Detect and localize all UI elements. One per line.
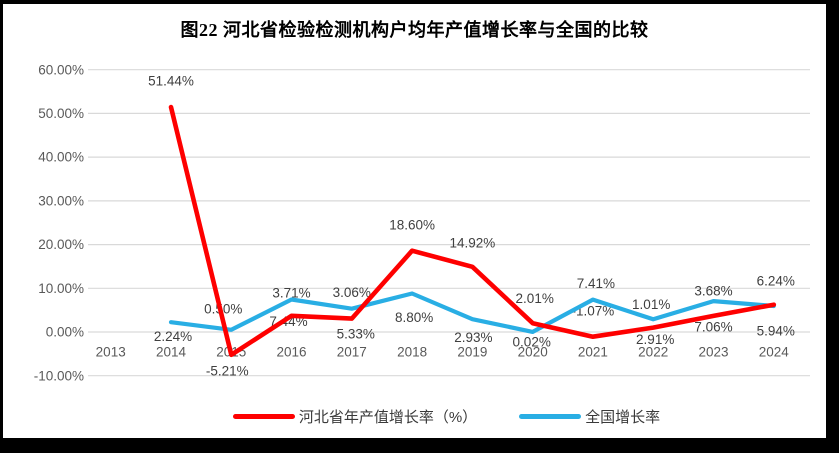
- x-axis-label: 2023: [698, 345, 728, 360]
- national-series-swatch: [519, 414, 582, 419]
- legend-item-hebei: 河北省年产值增长率（%）: [232, 406, 478, 427]
- data-label: 3.68%: [694, 284, 732, 299]
- x-axis-label: 2013: [96, 345, 126, 360]
- y-axis-label: 60.00%: [38, 62, 84, 77]
- national-series-label: 全国增长率: [585, 409, 661, 426]
- y-axis-label: 30.00%: [38, 194, 84, 209]
- data-label: 3.06%: [333, 285, 371, 300]
- hebei-series-label: 河北省年产值增长率（%）: [298, 409, 478, 426]
- x-axis-label: 2014: [156, 345, 187, 360]
- chart-figure: 图22 河北省检验检测机构户均年产值增长率与全国的比较 60.00% 50.00%…: [3, 4, 826, 438]
- chart-legend: 河北省年产值增长率（%） 全国增长率: [3, 406, 826, 427]
- line-chart: 60.00% 50.00% 40.00% 30.00% 20.00% 10.00% 0.00…: [34, 62, 810, 383]
- y-axis-label: 0.00%: [46, 325, 84, 340]
- x-axis-label: 2017: [337, 345, 367, 360]
- data-label: 18.60%: [389, 217, 435, 232]
- y-axis-label: 10.00%: [38, 281, 84, 296]
- x-axis-label: 2024: [759, 345, 790, 360]
- chart-title: 图22 河北省检验检测机构户均年产值增长率与全国的比较: [180, 20, 649, 40]
- hebei-series-swatch: [232, 414, 295, 419]
- y-axis-label: 20.00%: [38, 237, 84, 252]
- data-label: 3.71%: [272, 285, 310, 300]
- national-series-line: [168, 291, 776, 334]
- data-label: 2.91%: [636, 332, 674, 347]
- data-label: 5.94%: [757, 324, 795, 339]
- legend-item-national: 全国增长率: [519, 406, 660, 427]
- data-label: 5.33%: [337, 326, 375, 341]
- data-label: -5.21%: [206, 363, 249, 378]
- x-axis-label: 2022: [638, 345, 668, 360]
- data-label: 51.44%: [148, 74, 194, 89]
- y-axis-label: 40.00%: [38, 150, 84, 165]
- data-label: 2.24%: [154, 329, 192, 344]
- data-label: 8.80%: [395, 310, 433, 325]
- hebei-series-line: [168, 104, 777, 358]
- y-axis-label: 50.00%: [38, 106, 84, 121]
- data-label: 7.06%: [694, 320, 732, 335]
- data-label: 6.24%: [757, 273, 795, 288]
- x-axis-label: 2018: [397, 345, 427, 360]
- data-label: 0.50%: [204, 301, 242, 316]
- data-label: 14.92%: [450, 235, 496, 250]
- data-label: 0.02%: [513, 335, 551, 350]
- y-axis-label: -10.00%: [34, 368, 84, 383]
- data-label: 2.93%: [454, 330, 492, 345]
- data-label: 1.01%: [632, 297, 670, 312]
- data-label: 7.41%: [577, 276, 615, 291]
- x-axis-label: 2016: [276, 345, 306, 360]
- x-axis-label: 2019: [457, 345, 487, 360]
- data-label: 2.01%: [516, 291, 554, 306]
- x-axis-label: 2020: [518, 345, 548, 360]
- x-axis-label: 2021: [578, 345, 608, 360]
